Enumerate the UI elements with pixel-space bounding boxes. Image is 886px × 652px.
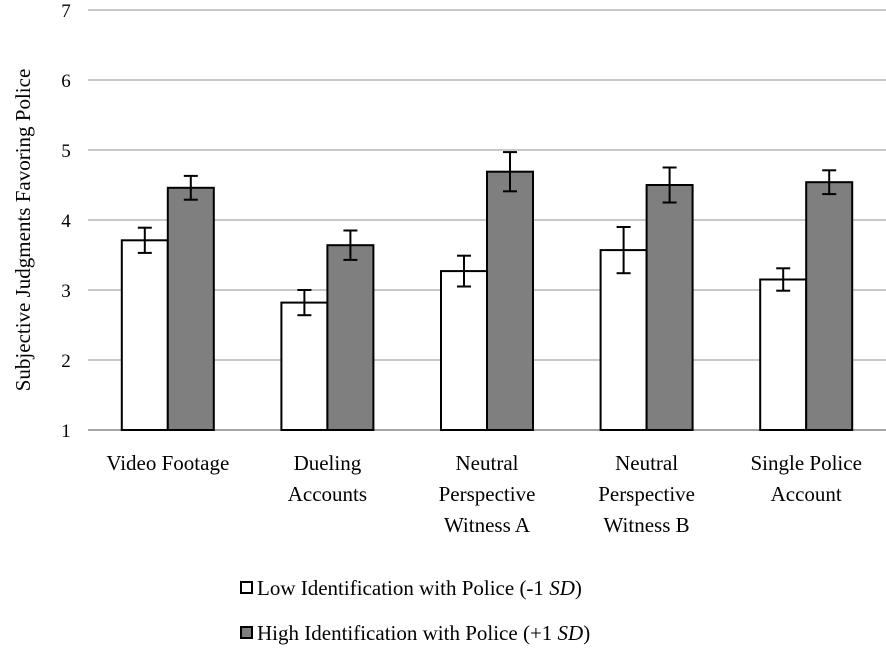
bar [599,249,648,431]
legend-label-high-prefix: High Identification with Police (+1 [257,621,558,645]
legend-swatch-high [240,626,253,639]
legend-item-low: Low Identification with Police (-1 SD) [240,576,582,601]
bar [166,186,215,431]
y-tick-label: 1 [61,421,71,442]
bar [759,278,808,431]
bar [120,239,169,431]
bar [326,244,375,431]
y-tick-label: 7 [61,1,71,22]
legend-label-low-prefix: Low Identification with Police (-1 [257,576,550,600]
y-axis-title: Subjective Judgments Favoring Police [11,69,35,392]
legend-item-high: High Identification with Police (+1 SD) [240,621,590,646]
x-tick-label: Neutral [615,451,678,475]
x-tick-label: Neutral [456,451,519,475]
x-tick-label: Accounts [288,482,367,506]
legend-label-low-suffix: ) [574,576,582,600]
bar [645,184,694,431]
x-tick-label: Perspective [598,482,695,506]
y-tick-label: 6 [61,71,71,92]
y-tick-label: 3 [61,281,71,302]
legend-label-high-suffix: ) [583,621,591,645]
x-tick-label: Single Police [750,451,861,475]
x-tick-label: Dueling [294,451,362,475]
bar [805,181,854,431]
x-tick-label: Witness A [444,513,531,537]
bar [486,170,534,431]
y-tick-label: 5 [61,141,71,162]
legend-label-high-sd: SD [557,621,584,645]
y-tick-label: 4 [61,211,71,232]
x-tick-label: Account [771,482,842,506]
bar [280,301,329,432]
legend-label-low-sd: SD [549,576,575,600]
x-tick-label: Perspective [439,482,536,506]
x-tick-label: Video Footage [106,451,229,475]
legend-swatch-low [240,581,253,594]
bar [440,270,488,431]
x-tick-label: Witness B [604,513,690,537]
y-tick-label: 2 [61,351,71,372]
